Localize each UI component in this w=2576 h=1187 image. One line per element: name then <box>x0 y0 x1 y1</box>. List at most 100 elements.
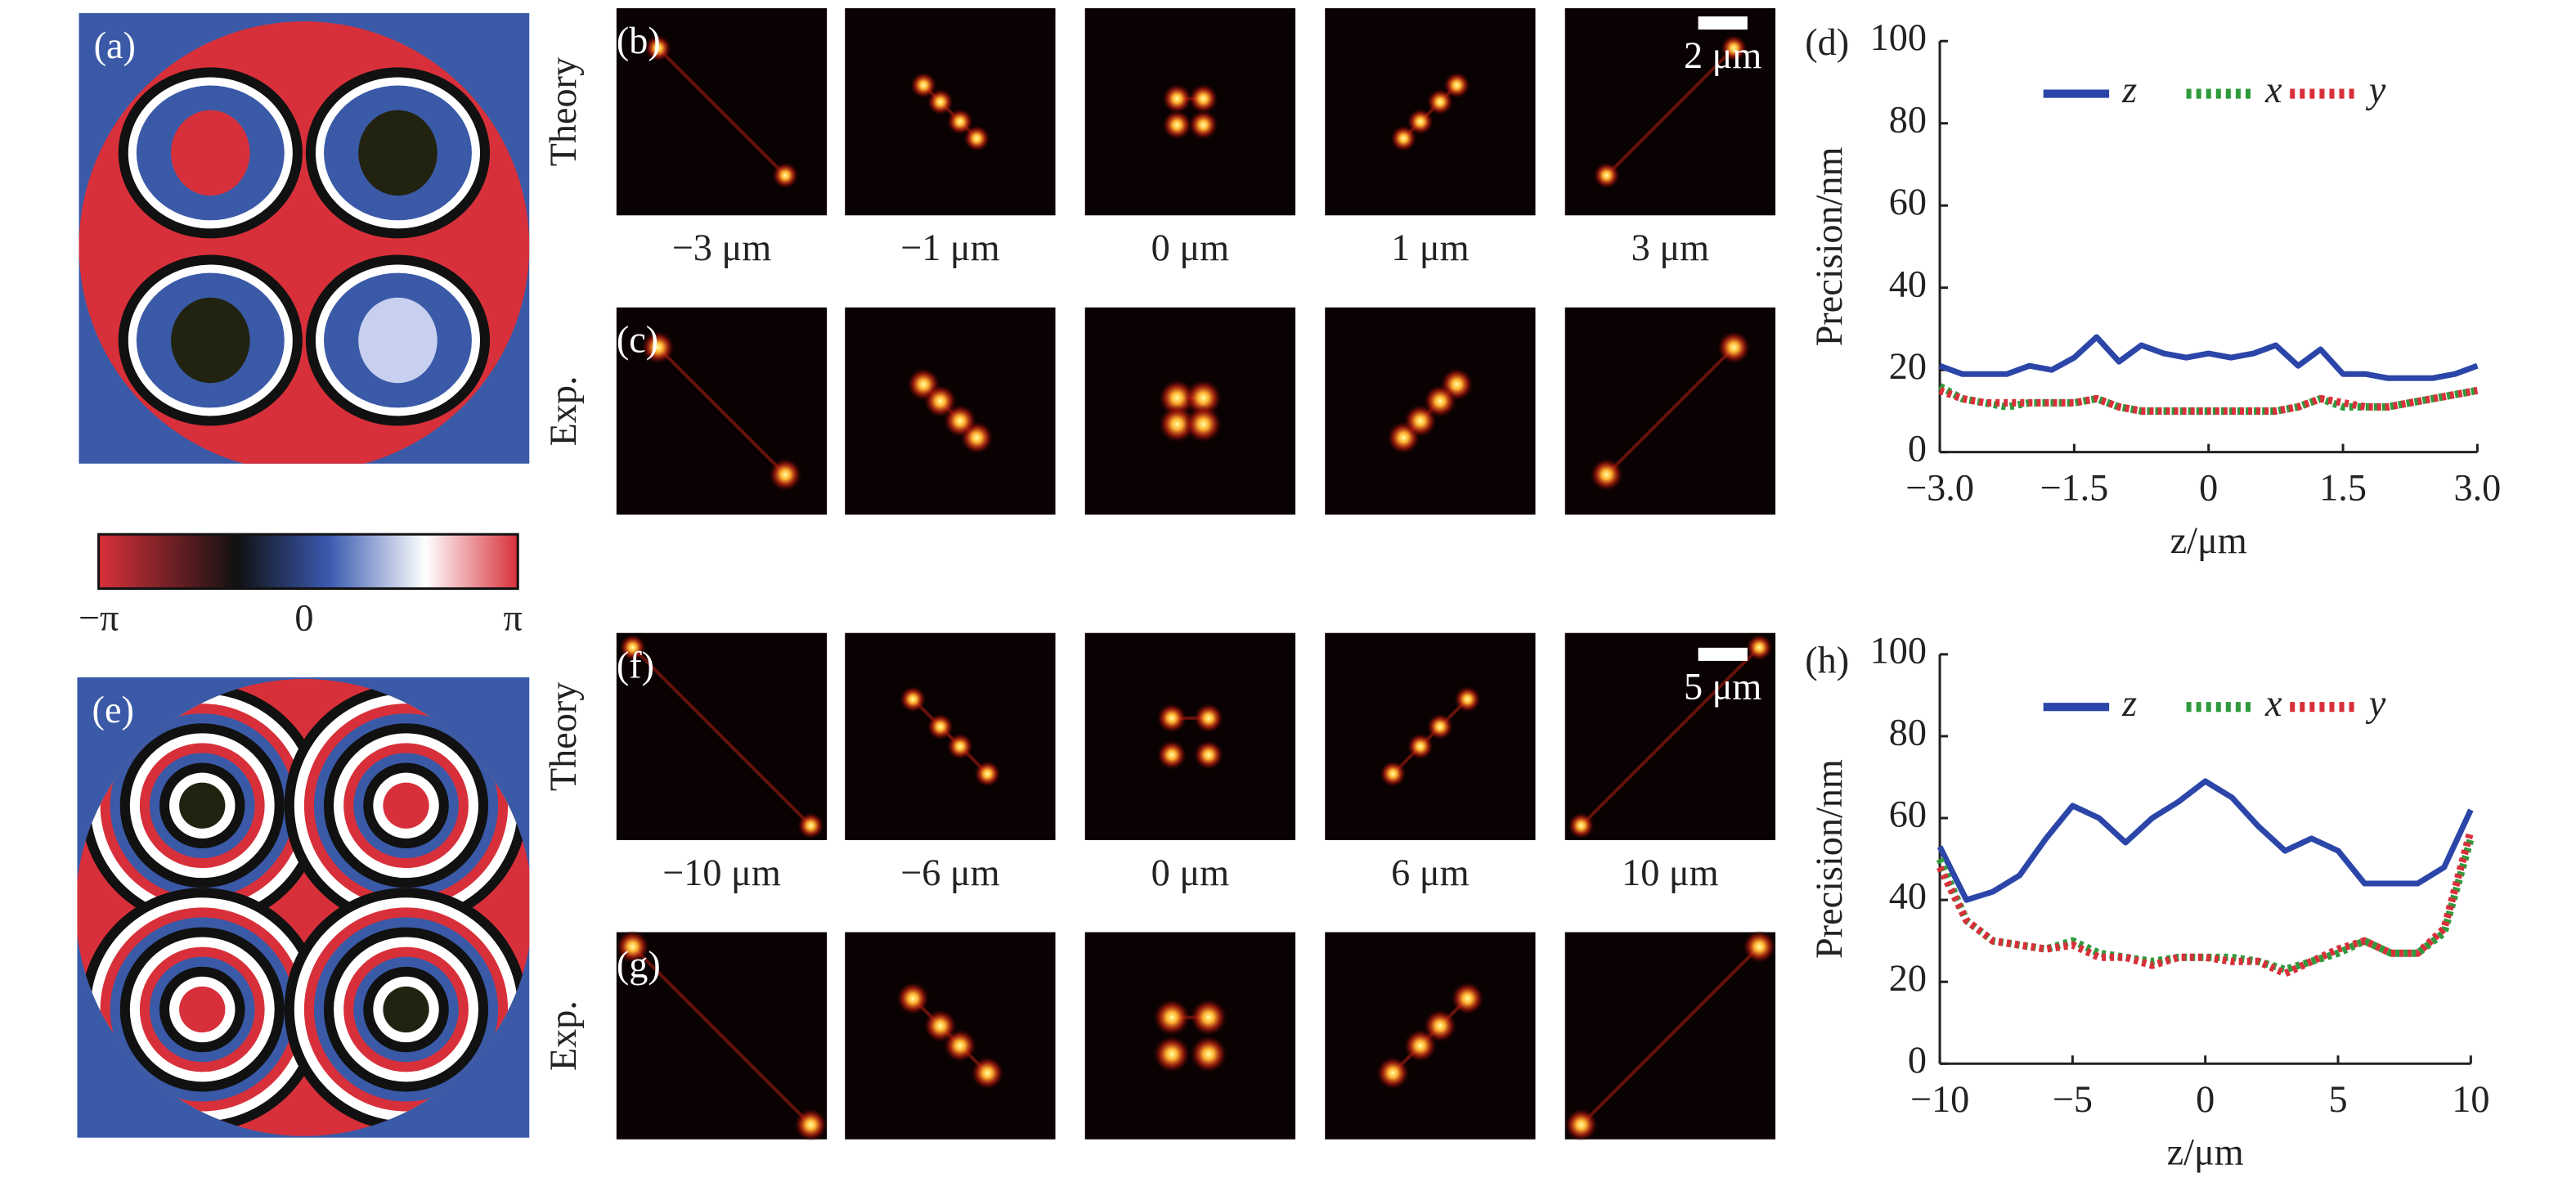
y-axis-label: Precision/nm <box>1808 759 1850 959</box>
psf-spot <box>1184 379 1223 416</box>
psf-spot <box>943 404 977 438</box>
psf-spot <box>619 634 646 661</box>
legend-label: y <box>2366 682 2386 724</box>
series-line <box>1936 837 2475 973</box>
psf-spot <box>1380 760 1407 788</box>
psf-spot <box>769 458 802 492</box>
psf-streak <box>631 945 812 1126</box>
psf-spot <box>772 162 799 189</box>
psf-spot <box>1390 125 1417 152</box>
colorbar <box>97 533 519 590</box>
psf-spot <box>1156 703 1187 733</box>
psf-spot <box>1156 740 1187 770</box>
mask-core <box>358 110 438 196</box>
psf-spot <box>946 733 974 760</box>
position-label: −10 μm <box>662 852 781 893</box>
panel-label: (d) <box>1805 21 1849 63</box>
psf-spot <box>1376 1056 1410 1090</box>
colorbar-tick-label: 0 <box>294 596 313 638</box>
psf-spot <box>797 812 824 839</box>
row-label: Theory <box>542 682 584 791</box>
psf-streak <box>1605 346 1735 476</box>
psf-spot <box>1454 686 1481 713</box>
psf-spot <box>1153 998 1191 1036</box>
panel-label: (a) <box>94 25 136 66</box>
panel-label: (b) <box>617 20 661 61</box>
row-label: Theory <box>542 57 584 166</box>
mask-core <box>171 110 250 196</box>
psf-spot <box>1746 634 1773 661</box>
psf-image <box>1084 307 1296 515</box>
mask-core <box>171 297 250 384</box>
psf-spot <box>1593 162 1620 189</box>
y-tick-label: 20 <box>1889 345 1927 387</box>
series-line <box>1938 386 2479 415</box>
x-tick-label: −3.0 <box>1905 467 1974 509</box>
row-label: Exp. <box>542 375 584 446</box>
psf-spot <box>1193 740 1223 770</box>
legend-label: z <box>2121 682 2137 724</box>
psf-spot <box>1158 379 1196 416</box>
y-tick-label: 80 <box>1889 712 1927 753</box>
x-tick-label: 0 <box>2199 467 2218 509</box>
psf-spot <box>1721 34 1748 61</box>
panel-label: (c) <box>617 319 658 361</box>
psf-spot <box>1590 458 1623 492</box>
panel-label: (g) <box>617 943 661 985</box>
psf-spot <box>1717 330 1751 364</box>
psf-streak <box>1580 945 1761 1126</box>
psf-spot <box>946 108 974 135</box>
row-label: Exp. <box>542 1000 584 1071</box>
y-tick-label: 20 <box>1889 957 1927 999</box>
y-tick-label: 100 <box>1870 629 1927 671</box>
mask-core <box>358 297 438 384</box>
mask-core <box>179 782 226 829</box>
y-tick-label: 60 <box>1889 181 1927 223</box>
scale-bar-label: 5 μm <box>1684 666 1761 708</box>
x-tick-label: 0 <box>2196 1078 2215 1120</box>
psf-spot <box>1162 83 1192 114</box>
psf-spot <box>927 88 954 115</box>
position-label: 0 μm <box>1151 852 1229 893</box>
psf-spot <box>1403 1029 1437 1063</box>
position-label: 1 μm <box>1391 227 1469 268</box>
panel-label: (e) <box>92 689 134 731</box>
phase-mask <box>77 679 530 1136</box>
x-tick-label: −1.5 <box>2040 467 2108 509</box>
y-tick-label: 0 <box>1908 1039 1927 1081</box>
psf-spot <box>943 1029 977 1063</box>
psf-streak <box>657 47 787 177</box>
panel-label: (h) <box>1805 640 1849 681</box>
psf-spot <box>974 760 1001 788</box>
position-label: −3 μm <box>672 227 772 268</box>
psf-streak <box>1605 47 1735 177</box>
psf-streak <box>1580 646 1761 827</box>
psf-spot <box>1564 1108 1598 1142</box>
psf-spot <box>1407 733 1434 760</box>
x-tick-label: 10 <box>2452 1078 2489 1120</box>
psf-spot <box>1426 713 1454 740</box>
legend-label: z <box>2121 69 2137 110</box>
psf-image <box>1084 632 1296 840</box>
psf-spot <box>1188 83 1218 114</box>
psf-spot <box>1426 88 1454 115</box>
mask-core <box>179 986 226 1033</box>
scale-bar-label: 2 μm <box>1684 34 1761 76</box>
mask-core <box>383 986 429 1033</box>
colorbar-tick-label: −π <box>79 596 119 638</box>
psf-streak <box>631 646 812 827</box>
scale-bar <box>1698 647 1748 661</box>
psf-spot <box>1403 404 1437 438</box>
y-tick-label: 100 <box>1870 16 1927 58</box>
series-line <box>1938 334 2479 381</box>
position-label: −1 μm <box>900 227 1000 268</box>
legend-label: x <box>2264 69 2282 110</box>
x-tick-label: −5 <box>2053 1078 2093 1120</box>
position-label: 6 μm <box>1391 852 1469 893</box>
colorbar-tick-label: π <box>504 596 523 638</box>
y-tick-label: 40 <box>1889 263 1927 304</box>
psf-spot <box>641 330 675 364</box>
legend-label: y <box>2366 69 2386 110</box>
